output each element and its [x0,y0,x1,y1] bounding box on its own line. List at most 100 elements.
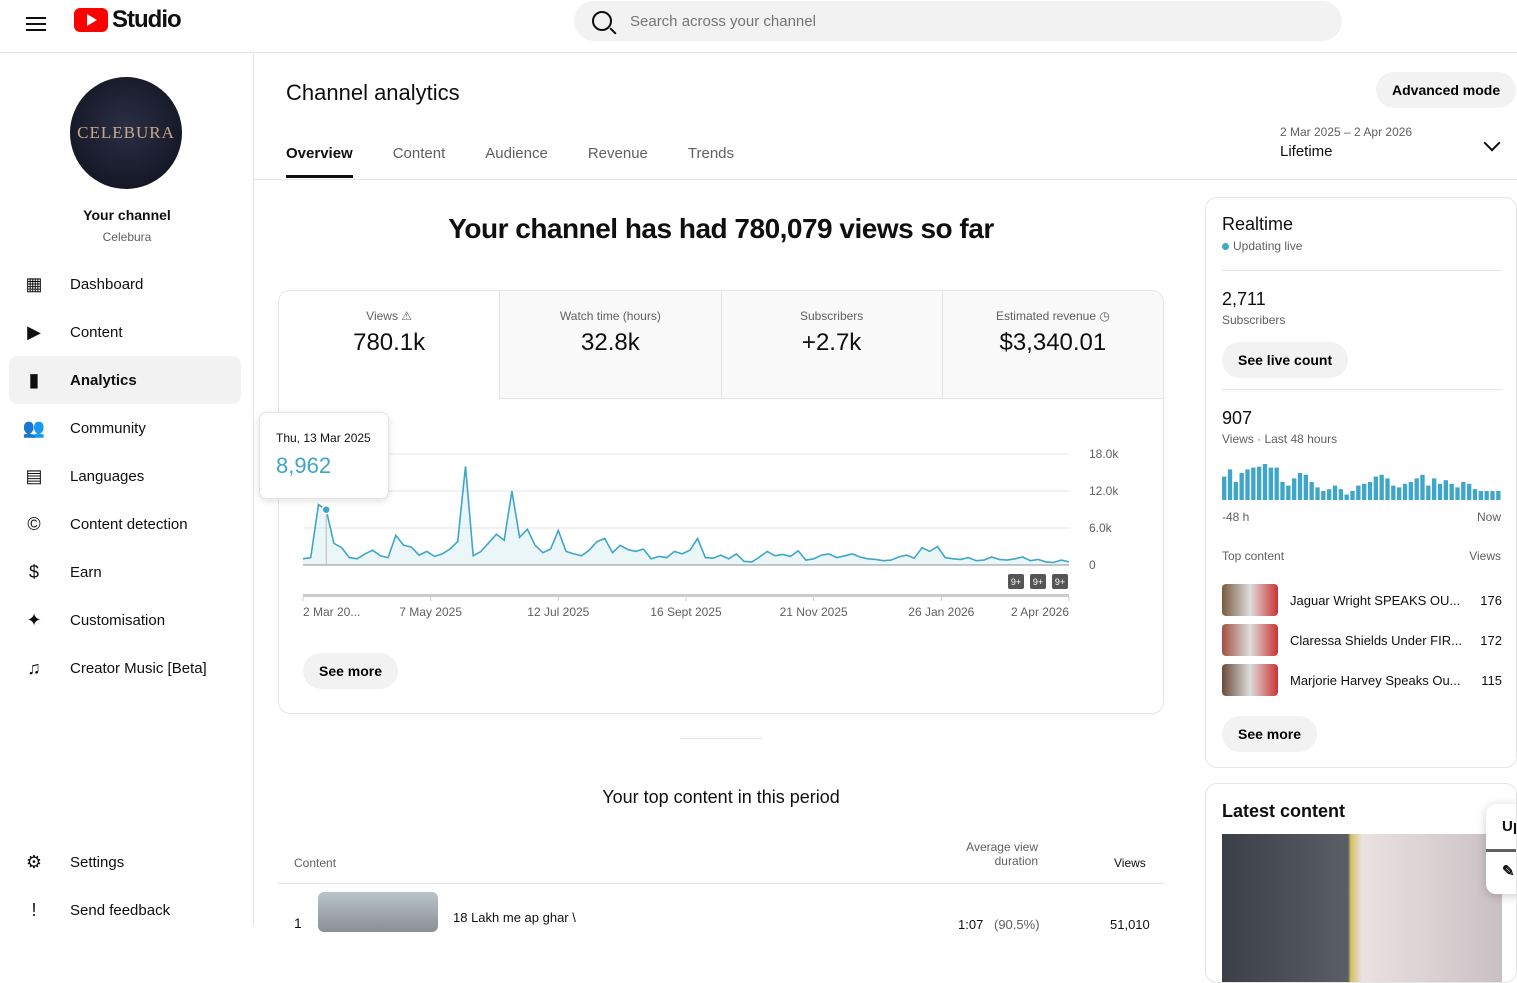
channel-title: Your channel [83,207,171,223]
hourly-bar [1432,478,1437,500]
x-tick-label: 2 Apr 2026 [1011,605,1069,619]
top-content-item[interactable]: Claressa Shields Under FIR... 172 [1222,624,1502,656]
x-tick-label: 16 Sept 2025 [650,605,722,619]
sidebar-item-content[interactable]: ▶ Content [9,308,241,356]
hourly-bar [1385,478,1390,500]
languages-icon: ▤ [25,465,43,486]
top-content-item[interactable]: Marjorie Harvey Speaks Ou... 115 [1222,664,1502,696]
sidebar-item-creator-music-beta[interactable]: ♫ Creator Music [Beta] [9,644,241,692]
menu-icon[interactable] [26,14,46,34]
sidebar-item-send-feedback[interactable]: ! Send feedback [9,886,241,934]
channel-name: Celebura [102,230,152,244]
chart-range-scrollbar[interactable] [303,594,1069,597]
hourly-bar [1292,478,1297,500]
edit-pencil-icon[interactable]: ✎ [1502,863,1515,880]
hourly-bar [1397,487,1402,500]
youtube-logo-icon [74,8,108,32]
warning-icon: ⚠ [397,309,413,323]
sidebar-item-customisation[interactable]: ✦ Customisation [9,596,241,644]
annotation-badge[interactable]: 9+ [1052,574,1068,589]
content-icon: ▶ [27,321,41,342]
tab-revenue[interactable]: Revenue [587,145,648,162]
hourly-bar [1461,482,1466,500]
studio-logo[interactable]: Studio [74,6,182,34]
search-bar[interactable] [574,1,1342,41]
hourly-bar [1274,467,1279,500]
sidebar-item-languages[interactable]: ▤ Languages [9,452,241,500]
hourly-bar [1496,491,1501,500]
col-views[interactable]: Views [1114,856,1146,870]
sidebar-item-community[interactable]: 👥 Community [9,404,241,452]
x-tick-label: 7 May 2025 [399,605,462,619]
video-thumbnail [1222,584,1278,616]
page-title: Channel analytics [286,80,460,105]
latest-content-card: Latest content Up✎ [1205,783,1517,983]
sidebar-item-dashboard[interactable]: ▦ Dashboard [9,260,241,308]
realtime-see-more-button[interactable]: See more [1222,716,1318,752]
sidebar-item-content-detection[interactable]: © Content detection [9,500,241,548]
hourly-bar [1379,474,1384,500]
hourly-bar [1344,494,1349,500]
see-live-count-button[interactable]: See live count [1222,342,1349,378]
svg-text:9+: 9+ [1011,577,1021,587]
channel-avatar[interactable]: CELEBURA [70,77,182,189]
video-thumbnail[interactable] [318,892,438,932]
hourly-bar [1257,466,1262,500]
latest-content-title: Latest content [1222,801,1346,821]
x-tick-label: 12 Jul 2025 [527,605,589,619]
kpi-subscribers[interactable]: Subscribers +2.7k [721,291,943,399]
sidebar-item-settings[interactable]: ⚙ Settings [9,838,241,886]
kpi-watch[interactable]: Watch time (hours) 32.8k [500,291,722,399]
hourly-bar [1414,478,1419,500]
sidebar-item-analytics[interactable]: ▮ Analytics [9,356,241,404]
col-avd[interactable]: Average view duration [966,840,1038,868]
chart-tooltip: Thu, 13 Mar 2025 8,962 [259,412,389,499]
realtime-title: Realtime [1222,214,1294,234]
top-bar: Studio [0,0,1517,53]
annotation-badge[interactable]: 9+ [1030,574,1046,589]
annotation-badge[interactable]: 9+ [1008,574,1024,589]
realtime-bar-chart[interactable] [1222,460,1502,500]
hourly-bar [1426,485,1431,500]
see-more-button[interactable]: See more [303,653,399,689]
gear-icon: ⚙ [25,851,43,872]
upload-popup[interactable]: Up✎ [1486,804,1516,894]
latest-video-thumbnail[interactable] [1222,834,1502,982]
top-content-item[interactable]: Jaguar Wright SPEAKS OU... 176 [1222,584,1502,616]
live-dot-icon [1222,243,1229,250]
hourly-bar [1315,487,1320,500]
tab-trends[interactable]: Trends [687,145,735,162]
live-status: Updating live [1222,239,1302,253]
hourly-bar [1484,491,1489,500]
hourly-bar [1362,483,1367,500]
kpi-estimated[interactable]: Estimated revenue ◷ $3,340.01 [942,291,1163,399]
hourly-bar [1233,482,1238,500]
video-thumbnail [1222,624,1278,656]
x-tick-label: 2 Mar 20... [303,605,360,619]
dollar-icon: $ [28,561,39,582]
hourly-bar [1251,467,1256,500]
tab-content[interactable]: Content [392,145,446,162]
svg-text:9+: 9+ [1055,577,1065,587]
realtime-views: 907 [1222,408,1253,428]
hourly-bar [1268,467,1273,500]
search-input[interactable] [630,12,1230,30]
hourly-bar [1478,491,1483,500]
hourly-bar [1367,482,1373,500]
chevron-down-icon[interactable] [1483,134,1501,152]
analytics-tabs: Overview Content Audience Revenue Trends [286,145,734,178]
views-chart[interactable]: 18.0k 12.0k 6.0k 0 9+ 9+ 9+ 2 Mar 20... 7 May 20… [279,431,1164,671]
y-tick-label: 12.0k [1089,484,1119,498]
hourly-bar [1356,485,1361,500]
kpi-views[interactable]: Views ⚠ 780.1k [279,291,501,399]
tab-audience[interactable]: Audience [485,145,548,162]
date-preset[interactable]: Lifetime [1280,143,1333,160]
search-icon [592,11,612,31]
hourly-bar [1321,491,1326,500]
tab-overview[interactable]: Overview [286,145,353,178]
hourly-bar [1303,474,1308,500]
advanced-mode-button[interactable]: Advanced mode [1376,72,1517,108]
views-area [303,466,1069,565]
y-tick-label: 6.0k [1089,521,1113,535]
sidebar-item-earn[interactable]: $ Earn [9,548,241,596]
